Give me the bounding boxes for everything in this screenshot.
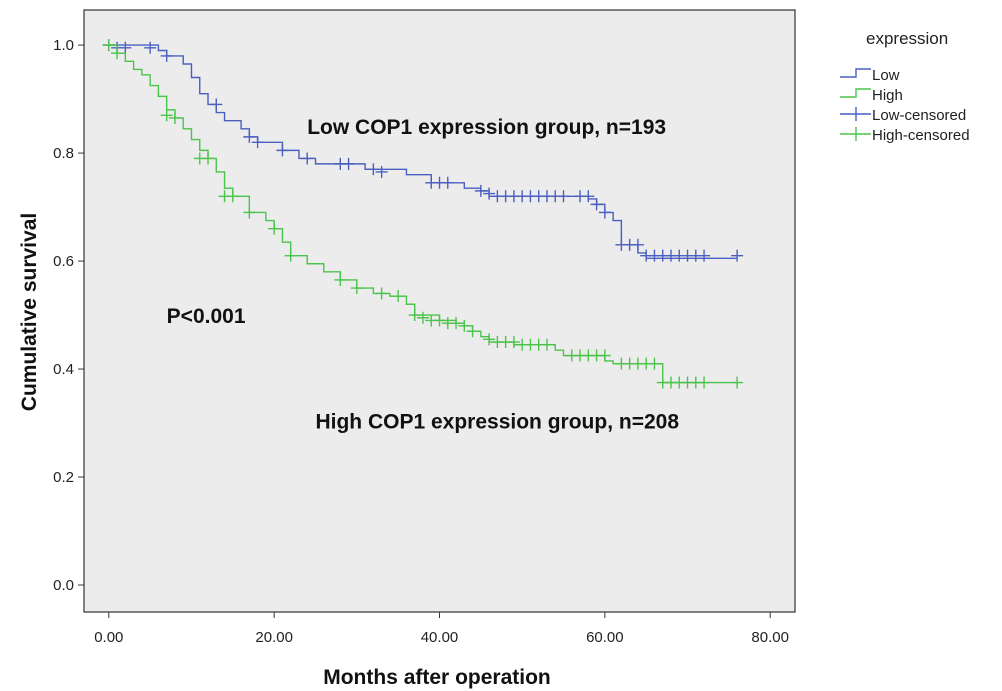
censor-mark (243, 130, 256, 143)
legend-swatch-censor (840, 107, 871, 121)
censor-mark (483, 333, 496, 346)
censor-mark (474, 184, 487, 197)
censor-mark (251, 136, 264, 149)
legend-swatch-line (840, 68, 871, 78)
censor-mark (243, 206, 256, 219)
censor-mark (483, 187, 496, 200)
censor-mark (698, 376, 711, 389)
y-tick-label: 0.4 (53, 361, 74, 378)
censor-mark (375, 287, 388, 300)
x-tick-label: 60.00 (586, 629, 624, 646)
legend-entry: Low-censored (840, 107, 966, 124)
censor-marks-low (102, 39, 744, 262)
censor-mark (408, 309, 421, 322)
legend-entry: High (840, 87, 903, 104)
legend-label: Low (872, 67, 900, 84)
legend: expression Low High Low-censored High-censo… (840, 29, 970, 144)
legend-label: High (872, 87, 903, 104)
censor-mark (210, 98, 223, 111)
censor-mark (458, 319, 471, 332)
censor-mark (582, 190, 595, 203)
x-tick-label: 20.00 (255, 629, 293, 646)
censor-mark (144, 41, 157, 54)
x-tick-label: 40.00 (421, 629, 459, 646)
censor-mark (367, 163, 380, 176)
y-tick-label: 0.0 (53, 577, 74, 594)
censor-marks-high (102, 39, 744, 389)
legend-swatch-censor (840, 127, 871, 141)
censor-mark (392, 290, 405, 303)
censor-mark (731, 249, 744, 262)
censor-mark (202, 152, 215, 165)
censor-mark (226, 190, 239, 203)
censor-mark (540, 338, 553, 351)
censor-mark (450, 317, 463, 330)
legend-entry: Low (840, 67, 900, 84)
censor-mark (557, 190, 570, 203)
censor-mark (698, 249, 711, 262)
annotation-3: P<0.001 (167, 305, 246, 328)
annotation-2: High COP1 expression group, n=208 (315, 410, 679, 433)
x-tick-label: 80.00 (751, 629, 789, 646)
legend-label: Low-censored (872, 107, 966, 124)
censor-mark (168, 111, 181, 124)
censor-mark (119, 41, 132, 54)
series-layer (102, 39, 744, 389)
censor-mark (433, 314, 446, 327)
censor-mark (590, 198, 603, 211)
legend-label: High-censored (872, 127, 970, 144)
y-tick-label: 0.2 (53, 469, 74, 486)
censor-mark (160, 49, 173, 62)
censor-mark (441, 176, 454, 189)
y-axis: 0.0 0.2 0.4 0.6 0.8 1.0 (53, 37, 84, 594)
series-high (102, 39, 744, 389)
plot-area (83, 9, 796, 613)
legend-title: expression (866, 29, 948, 48)
censor-mark (631, 238, 644, 251)
censor-mark (268, 222, 281, 235)
annotation-1: Low COP1 expression group, n=193 (307, 116, 666, 139)
censor-mark (284, 249, 297, 262)
censor-mark (334, 273, 347, 286)
censor-mark (416, 311, 429, 324)
censor-mark (648, 357, 661, 370)
censor-mark (276, 144, 289, 157)
censor-mark (598, 349, 611, 362)
censor-mark (375, 165, 388, 178)
x-tick-label: 0.00 (94, 629, 123, 646)
censor-mark (102, 39, 115, 52)
y-axis-title: Cumulative survival (18, 213, 41, 411)
x-axis-title: Months after operation (323, 666, 551, 689)
censor-mark (160, 109, 173, 122)
plot-frame (83, 9, 796, 613)
censor-mark (731, 376, 744, 389)
censor-mark (466, 325, 479, 338)
y-tick-label: 1.0 (53, 37, 74, 54)
censor-mark (350, 282, 363, 295)
censor-mark (342, 157, 355, 170)
annotations: Low COP1 expression group, n=193 High COP… (167, 116, 680, 433)
x-axis: 0.00 20.00 40.00 60.00 80.00 (94, 612, 789, 646)
legend-entry: High-censored (840, 127, 970, 144)
censor-mark (598, 206, 611, 219)
series-low (102, 39, 744, 262)
censor-mark (301, 152, 314, 165)
censor-mark (507, 336, 520, 349)
y-tick-label: 0.6 (53, 253, 74, 270)
censor-mark (111, 47, 124, 60)
legend-swatch-line (840, 88, 871, 98)
y-tick-label: 0.8 (53, 145, 74, 162)
